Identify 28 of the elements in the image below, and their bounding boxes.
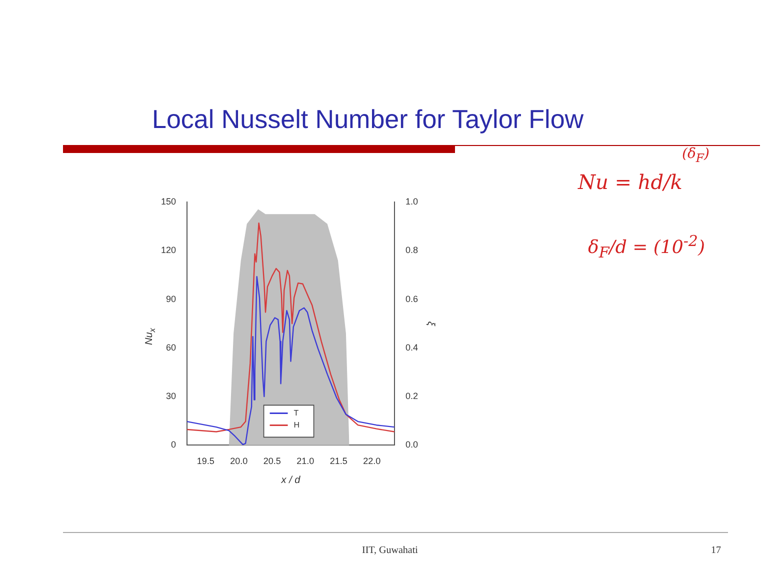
x-tick-label: 22.0 <box>363 456 381 466</box>
y-tick-label: 60 <box>166 342 176 352</box>
x-tick-label: 20.0 <box>230 456 248 466</box>
x-tick-label: 19.5 <box>196 456 214 466</box>
chart-title: Local Nusselt Number for Taylor Flow <box>152 104 584 135</box>
y-tick-label: 30 <box>166 391 176 402</box>
y-tick-label: 120 <box>160 245 176 256</box>
y-tick-label: 0 <box>171 440 176 450</box>
legend-label: H <box>294 420 300 430</box>
legend-label: T <box>294 408 299 418</box>
y2-tick-label: 0.6 <box>405 294 418 304</box>
text: δ$_{F}$/d = (10$^{-2}$) <box>588 232 705 262</box>
y2-tick-label: 0.0 <box>405 440 418 450</box>
y2-tick-label: 0.8 <box>405 245 418 256</box>
text: (δ$_{F}$) <box>682 146 710 165</box>
x-axis-title: x / d <box>280 474 301 486</box>
y2-axis-title: ξ <box>425 321 436 326</box>
text: IIT, Guwahati <box>362 545 418 556</box>
text: 17 <box>711 545 721 556</box>
y-tick-label: 150 <box>160 196 176 206</box>
y2-tick-label: 1.0 <box>405 196 418 206</box>
y-tick-label: 90 <box>166 294 176 304</box>
y2-tick-label: 0.4 <box>405 342 418 352</box>
y2-tick-label: 0.2 <box>405 391 418 402</box>
x-tick-label: 21.5 <box>330 456 348 466</box>
x-tick-label: 21.0 <box>296 456 314 466</box>
text: Nu = hd/k <box>578 170 682 194</box>
x-tick-label: 20.5 <box>263 456 281 466</box>
